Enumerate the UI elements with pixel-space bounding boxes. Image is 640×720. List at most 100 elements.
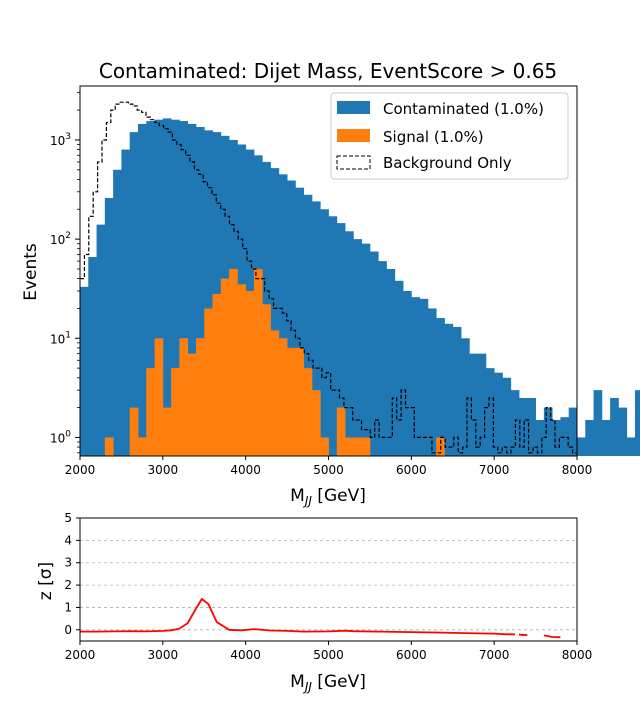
contaminated-bar-23 xyxy=(270,168,280,456)
contaminated-bar-2 xyxy=(96,224,106,456)
contaminated-bar-29 xyxy=(320,209,329,456)
signal-bar-28 xyxy=(311,390,321,456)
bottom-gridlines xyxy=(80,539,577,631)
contaminated-bar-66 xyxy=(626,437,636,456)
contaminated-bar-58 xyxy=(560,417,570,456)
signal-bar-10 xyxy=(162,407,172,456)
signal-bar-34 xyxy=(361,437,371,456)
contaminated-bar-36 xyxy=(378,261,387,456)
contaminated-bar-43 xyxy=(436,318,445,456)
contaminated-bar-54 xyxy=(527,397,536,456)
bottom-x-tick-label-1: 3000 xyxy=(148,648,179,662)
contaminated-bar-42 xyxy=(427,308,437,456)
legend-label-background: Background Only xyxy=(383,154,512,172)
bottom-y-tick-label-1: 1 xyxy=(64,600,72,614)
top-chart-title: Contaminated: Dijet Mass, EventScore > 0… xyxy=(99,59,557,83)
bottom-x-tick-label-3: 5000 xyxy=(313,648,344,662)
contaminated-bar-1 xyxy=(88,257,97,456)
contaminated-bar-35 xyxy=(369,251,379,456)
contaminated-bar-50 xyxy=(494,372,503,456)
bottom-axes: 2000 3000 4000 5000 6000 7000 8000 0 1 2 3 4 5 xyxy=(64,511,592,662)
top-x-tick-label-1: 3000 xyxy=(148,463,179,477)
signal-bar-23 xyxy=(270,330,280,456)
contaminated-bar-60 xyxy=(577,437,586,456)
contaminated-bar-31 xyxy=(336,223,346,456)
contaminated-bar-32 xyxy=(345,231,354,456)
significance-line-segment-1 xyxy=(518,633,528,637)
signal-bar-25 xyxy=(287,347,296,456)
contaminated-bar-12 xyxy=(179,121,189,456)
contaminated-bar-38 xyxy=(394,280,404,456)
bottom-x-tick-label-0: 2000 xyxy=(65,648,96,662)
background-only-step-line xyxy=(80,101,577,454)
contaminated-bar-9 xyxy=(154,119,164,457)
bottom-x-tick-label-2: 4000 xyxy=(230,648,261,662)
bottom-x-tick-label-6: 8000 xyxy=(562,648,593,662)
signal-bar-14 xyxy=(195,338,205,456)
top-y-axis-label: Events xyxy=(21,243,41,301)
signal-bar-9 xyxy=(154,338,164,456)
signal-bar-3 xyxy=(104,437,114,456)
contaminated-bar-13 xyxy=(187,123,197,457)
contaminated-bar-26 xyxy=(295,187,305,456)
signal-bar-16 xyxy=(212,293,222,456)
contaminated-bar-3 xyxy=(104,197,114,457)
signal-bar-31 xyxy=(336,407,346,456)
bottom-x-tick-label-5: 7000 xyxy=(479,648,510,662)
contaminated-bar-53 xyxy=(519,397,528,456)
contaminated-bar-37 xyxy=(386,268,396,456)
contaminated-bar-48 xyxy=(477,353,487,456)
signal-bar-22 xyxy=(262,304,271,456)
contaminated-bar-28 xyxy=(311,201,321,456)
top-x-tick-label-6: 8000 xyxy=(562,463,593,477)
bottom-y-tick-label-3: 3 xyxy=(64,556,72,570)
signal-bar-33 xyxy=(353,437,363,456)
contaminated-bar-11 xyxy=(171,119,180,457)
bottom-y-tick-label-4: 4 xyxy=(64,533,72,547)
contaminated-bar-49 xyxy=(485,368,495,456)
contaminated-bar-46 xyxy=(461,338,470,456)
contaminated-bar-39 xyxy=(403,290,412,456)
significance-line-segment-0 xyxy=(80,597,515,636)
contaminated-bar-64 xyxy=(610,397,619,456)
contaminated-bar-55 xyxy=(535,419,545,456)
contaminated-bar-62 xyxy=(593,390,603,456)
signal-bar-27 xyxy=(303,368,313,456)
signal-bar-15 xyxy=(204,308,213,456)
contaminated-bar-47 xyxy=(469,353,478,456)
bottom-y-tick-label-0: 0 xyxy=(64,623,72,637)
legend-frame xyxy=(330,92,569,180)
contaminated-bar-4 xyxy=(113,169,122,457)
contaminated-bar-30 xyxy=(328,216,338,456)
legend-swatch-contaminated xyxy=(337,101,370,114)
signal-bar-19 xyxy=(237,284,247,456)
legend-label-signal: Signal (1.0%) xyxy=(383,128,484,146)
contaminated-bar-8 xyxy=(146,121,155,456)
signal-bar-13 xyxy=(187,353,197,456)
signal-bar-29 xyxy=(320,437,329,456)
contaminated-bar-33 xyxy=(353,239,363,456)
contaminated-bar-41 xyxy=(419,298,429,456)
contaminated-bar-51 xyxy=(502,377,512,456)
contaminated-bar-27 xyxy=(303,194,313,457)
top-x-tick-label-4: 6000 xyxy=(396,463,427,477)
contaminated-bar-15 xyxy=(204,130,213,456)
contaminated-bar-6 xyxy=(129,132,139,456)
contaminated-bar-24 xyxy=(278,174,288,456)
signal-bar-7 xyxy=(137,437,147,456)
signal-bar-20 xyxy=(245,290,255,456)
contaminated-bar-57 xyxy=(552,419,561,456)
contaminated-bar-61 xyxy=(585,419,594,456)
signal-bar-26 xyxy=(295,347,305,456)
bottom-y-tick-label-2: 2 xyxy=(64,578,72,592)
bottom-x-tick-label-4: 6000 xyxy=(396,648,427,662)
contaminated-bar-40 xyxy=(411,297,421,456)
top-x-tick-label-3: 5000 xyxy=(313,463,344,477)
contaminated-bar-52 xyxy=(510,390,520,456)
signal-bar-32 xyxy=(345,437,354,456)
top-y-tick-label-1: 101 xyxy=(50,330,71,346)
signal-bar-17 xyxy=(220,278,230,456)
bottom-x-axis-label: MJJ [GeV] xyxy=(290,672,366,694)
legend: Contaminated (1.0%) Signal (1.0%) Backgr… xyxy=(330,92,569,180)
